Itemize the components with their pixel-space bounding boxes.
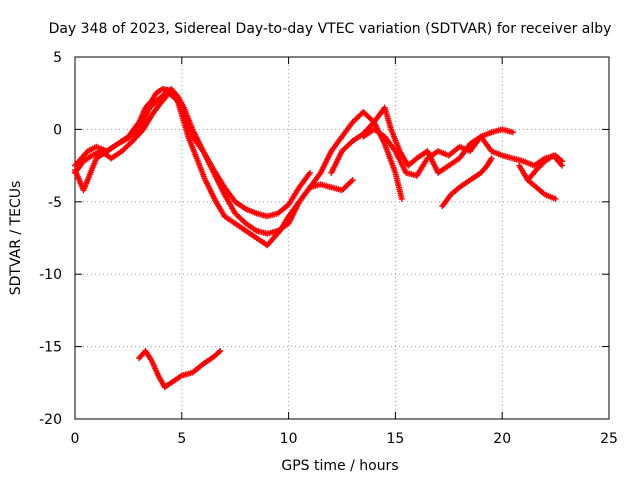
series-track-9 xyxy=(136,347,224,391)
data-point xyxy=(306,169,313,176)
x-tick-label: 10 xyxy=(280,431,298,447)
x-tick-label: 20 xyxy=(493,431,511,447)
x-tick-label: 25 xyxy=(600,431,618,447)
axis-tick-labels: 0 5 10 15 20 25 5 0 -5 -10 -15 -20 xyxy=(39,50,618,447)
data-point xyxy=(488,155,495,162)
series-track-3 xyxy=(72,85,405,237)
grid-lines xyxy=(75,57,609,419)
y-tick-label: 0 xyxy=(53,122,62,138)
data-point xyxy=(509,129,516,136)
data-point xyxy=(349,177,356,184)
data-point xyxy=(398,195,405,202)
y-tick-label: 5 xyxy=(53,50,62,66)
y-tick-label: -15 xyxy=(39,340,62,356)
y-tick-label: -20 xyxy=(39,412,62,428)
chart-title: Day 348 of 2023, Sidereal Day-to-day VTE… xyxy=(49,21,612,37)
y-axis-label: SDTVAR / TECUs xyxy=(8,181,24,296)
data-point xyxy=(217,347,224,354)
series-track-6 xyxy=(439,155,495,210)
data-point xyxy=(215,349,222,356)
series-track-5 xyxy=(360,126,516,179)
series-track-4 xyxy=(328,104,566,176)
y-tick-label: -10 xyxy=(39,267,62,283)
y-tick-label: -5 xyxy=(48,195,62,211)
x-tick-label: 0 xyxy=(71,431,80,447)
series-track-8 xyxy=(524,152,566,184)
data-series xyxy=(72,85,566,391)
x-tick-label: 15 xyxy=(386,431,404,447)
data-point xyxy=(559,162,566,169)
axis-ticks xyxy=(74,56,610,420)
x-axis-label: GPS time / hours xyxy=(281,458,398,474)
plot-frame xyxy=(74,56,610,420)
data-point xyxy=(552,195,559,202)
x-tick-label: 5 xyxy=(177,431,186,447)
